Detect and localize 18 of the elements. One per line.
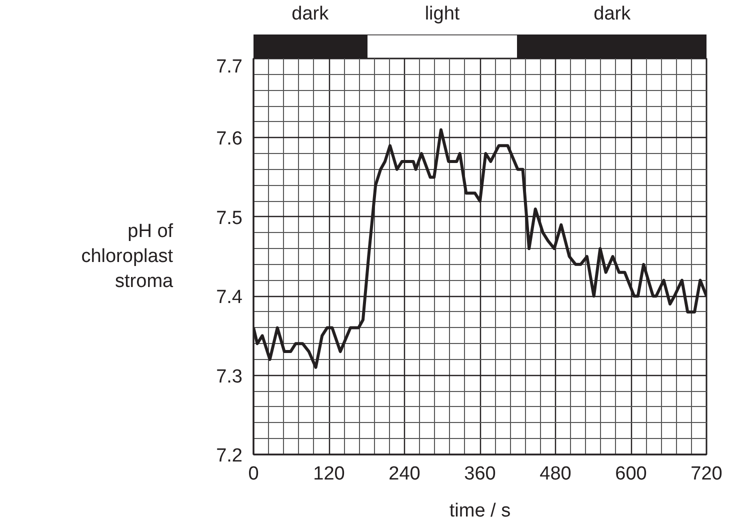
y-tick-label: 7.6 bbox=[216, 128, 243, 150]
series-label: light bbox=[424, 4, 460, 24]
y-tick-label: 7.5 bbox=[216, 208, 243, 229]
y-tick-label: 7.7 bbox=[216, 56, 243, 78]
x-tick-label: 480 bbox=[540, 464, 572, 484]
y-tick-label: 7.2 bbox=[216, 446, 243, 466]
x-tick-label: 0 bbox=[248, 464, 259, 484]
x-tick-label: 240 bbox=[388, 464, 420, 484]
y-tick-label: 7.3 bbox=[216, 366, 243, 388]
series-label: dark bbox=[292, 4, 330, 24]
y-axis-title: pH of chloroplast stroma bbox=[81, 220, 174, 292]
x-tick-label: 120 bbox=[313, 464, 345, 484]
x-tick-label: 720 bbox=[690, 464, 722, 484]
x-tick-label: 600 bbox=[615, 464, 647, 484]
y-tick-label: 7.4 bbox=[216, 287, 243, 308]
x-tick-label: 360 bbox=[464, 464, 496, 484]
x-axis-title: time / s bbox=[449, 500, 511, 522]
series-label: dark bbox=[594, 4, 632, 24]
